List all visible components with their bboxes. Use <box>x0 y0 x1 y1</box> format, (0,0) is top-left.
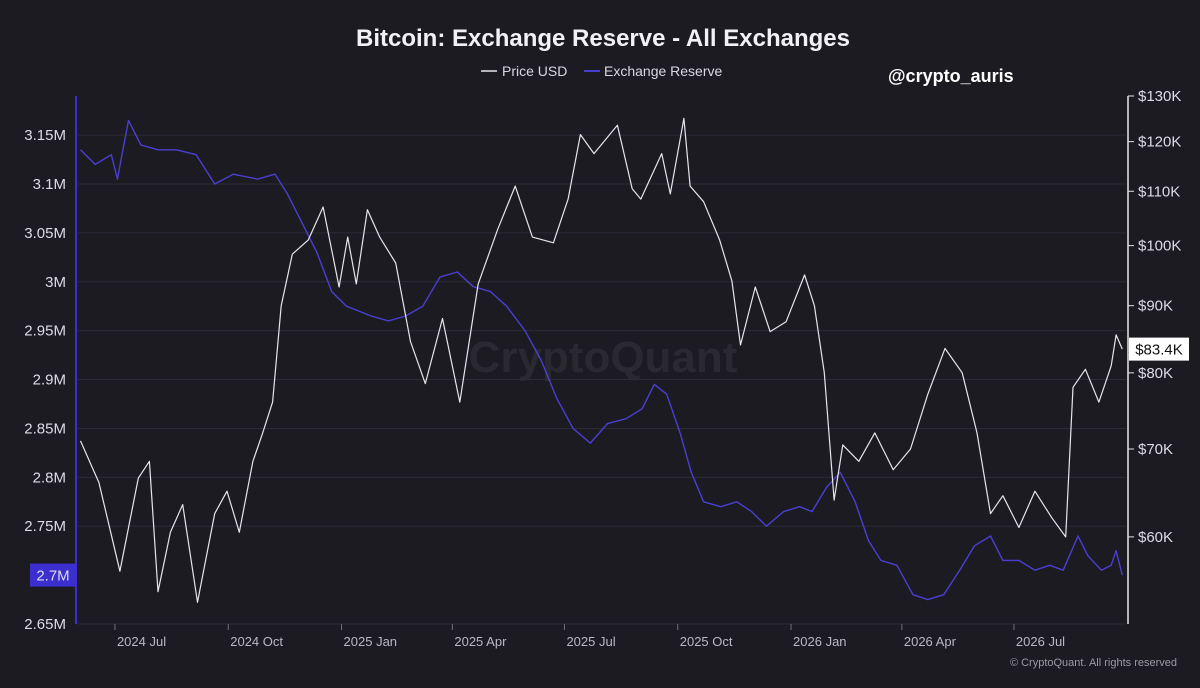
right-tick-label: $60K <box>1138 529 1173 546</box>
legend-label-price[interactable]: Price USD <box>502 63 567 79</box>
x-tick-label: 2025 Apr <box>454 634 507 649</box>
x-tick-label: 2026 Jan <box>793 634 847 649</box>
left-tick-label: 2.95M <box>24 323 66 340</box>
x-tick-label: 2025 Oct <box>680 634 733 649</box>
left-tick-label: 2.65M <box>24 616 66 633</box>
left-tick-label: 2.8M <box>33 469 66 486</box>
right-tick-label: $130K <box>1138 88 1181 105</box>
x-tick-label: 2025 Jul <box>566 634 615 649</box>
left-tick-label: 3.05M <box>24 225 66 242</box>
left-tick-label: 3.15M <box>24 127 66 144</box>
right-tick-label: $120K <box>1138 134 1181 151</box>
grid-lines <box>78 134 1126 625</box>
right-tick-label: $110K <box>1138 183 1180 200</box>
left-axis: 3.15M 3.1M 3.05M 3M 2.95M 2.9M 2.85M 2.8M 2.75M 2… <box>24 127 66 633</box>
right-current-value-badge: $83.4K <box>1129 337 1189 361</box>
left-tick-label: 3M <box>45 274 66 291</box>
series-line-price-usd <box>79 117 1123 603</box>
x-tick-label: 2026 Apr <box>904 634 957 649</box>
left-tick-label: 3.1M <box>33 176 66 193</box>
right-axis: $130K $120K $110K $100K $90K $80K $70K $60K <box>1128 88 1181 546</box>
left-tick-label: 2.75M <box>24 518 66 535</box>
author-handle: @crypto_auris <box>888 66 1014 86</box>
left-current-badge-bg <box>30 563 76 587</box>
right-current-badge-bg <box>1129 337 1189 361</box>
right-tick-label: $100K <box>1138 238 1181 255</box>
left-current-badge-label: 2.7M <box>36 568 69 585</box>
x-tick-label: 2026 Jul <box>1016 634 1065 649</box>
x-tick-label: 2024 Jul <box>117 634 166 649</box>
right-tick-label: $70K <box>1138 441 1173 458</box>
legend: Price USD Exchange Reserve <box>481 63 723 79</box>
left-tick-label: 2.85M <box>24 420 66 437</box>
watermark: CryptoQuant <box>469 333 738 382</box>
right-current-badge-label: $83.4K <box>1135 342 1183 359</box>
copyright-footer: © CryptoQuant. All rights reserved <box>1010 657 1177 669</box>
x-axis: 2024 Jul 2024 Oct 2025 Jan 2025 Apr 2025 Jul… <box>114 624 1065 649</box>
chart-title: Bitcoin: Exchange Reserve - All Exchange… <box>356 25 850 52</box>
series-line-exchange-reserve <box>80 119 1123 601</box>
right-tick-label: $90K <box>1138 298 1173 315</box>
left-tick-label: 2.9M <box>33 372 66 389</box>
x-tick-label: 2025 Jan <box>344 634 398 649</box>
right-tick-label: $80K <box>1138 365 1173 382</box>
x-tick-label: 2024 Oct <box>230 634 283 649</box>
left-current-value-badge: 2.7M <box>30 563 76 587</box>
legend-label-reserve[interactable]: Exchange Reserve <box>604 63 723 79</box>
